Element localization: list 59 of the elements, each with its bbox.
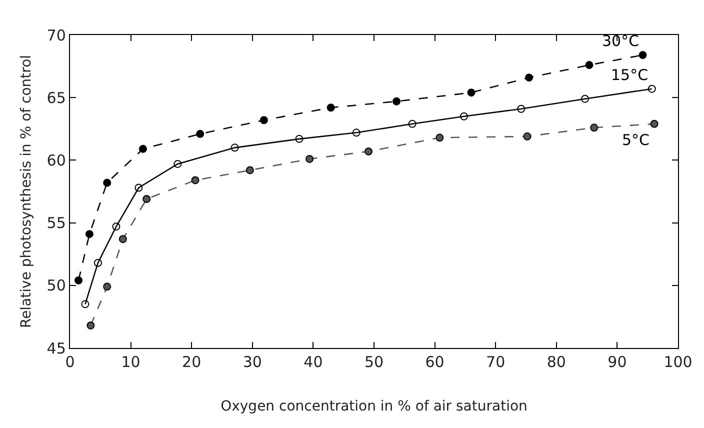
x-tick-label: 40 <box>304 353 323 372</box>
x-tick-label: 100 <box>664 353 692 372</box>
point <box>94 258 102 267</box>
point <box>580 94 589 103</box>
series-label: 5°C <box>622 131 650 149</box>
point <box>436 134 444 142</box>
point <box>467 88 476 97</box>
point <box>352 128 360 137</box>
series-label: 30°C <box>602 32 640 50</box>
point <box>408 120 416 128</box>
y-tick-label: 45 <box>46 339 66 358</box>
x-tick-label: 80 <box>546 353 566 372</box>
point <box>191 176 200 184</box>
point <box>74 276 83 284</box>
point <box>118 235 127 244</box>
point <box>196 130 204 138</box>
point <box>364 147 373 156</box>
point <box>112 222 120 231</box>
y-tick-label: 50 <box>46 276 66 295</box>
point <box>523 132 532 140</box>
point <box>648 84 656 93</box>
point <box>86 321 95 330</box>
y-tick-label: 60 <box>46 151 66 170</box>
x-tick-label: 50 <box>364 353 384 372</box>
x-tick-label: 60 <box>425 353 444 372</box>
point <box>585 61 594 70</box>
point <box>517 104 526 113</box>
x-tick-label: 30 <box>242 353 262 372</box>
y-tick-label: 65 <box>46 88 66 107</box>
x-tick-label: 70 <box>486 353 506 372</box>
x-axis-title: Oxygen concentration in % of air saturation <box>220 398 528 414</box>
point <box>134 184 143 192</box>
point <box>590 124 598 132</box>
y-tick-label: 70 <box>46 26 66 44</box>
point <box>81 300 90 308</box>
point <box>174 160 182 168</box>
point <box>230 144 239 152</box>
y-tick-label: 55 <box>46 214 66 232</box>
point <box>295 134 304 143</box>
series-label: 15°C <box>611 66 648 84</box>
point <box>525 74 534 82</box>
point <box>103 282 112 291</box>
point <box>138 144 147 153</box>
point <box>392 97 400 106</box>
x-tick-label: 0 <box>65 353 75 372</box>
point <box>103 178 112 187</box>
point <box>85 230 94 238</box>
point <box>142 195 151 204</box>
x-tick-label: 10 <box>121 353 140 372</box>
point <box>460 112 468 120</box>
y-axis-title: Relative photosynthesis in % of control <box>18 54 34 328</box>
x-tick-label: 20 <box>182 353 202 372</box>
point <box>650 120 658 128</box>
point <box>260 116 268 124</box>
point <box>638 51 647 60</box>
point <box>306 154 314 163</box>
x-tick-label: 90 <box>608 353 627 372</box>
point <box>326 104 335 112</box>
point <box>246 166 254 174</box>
